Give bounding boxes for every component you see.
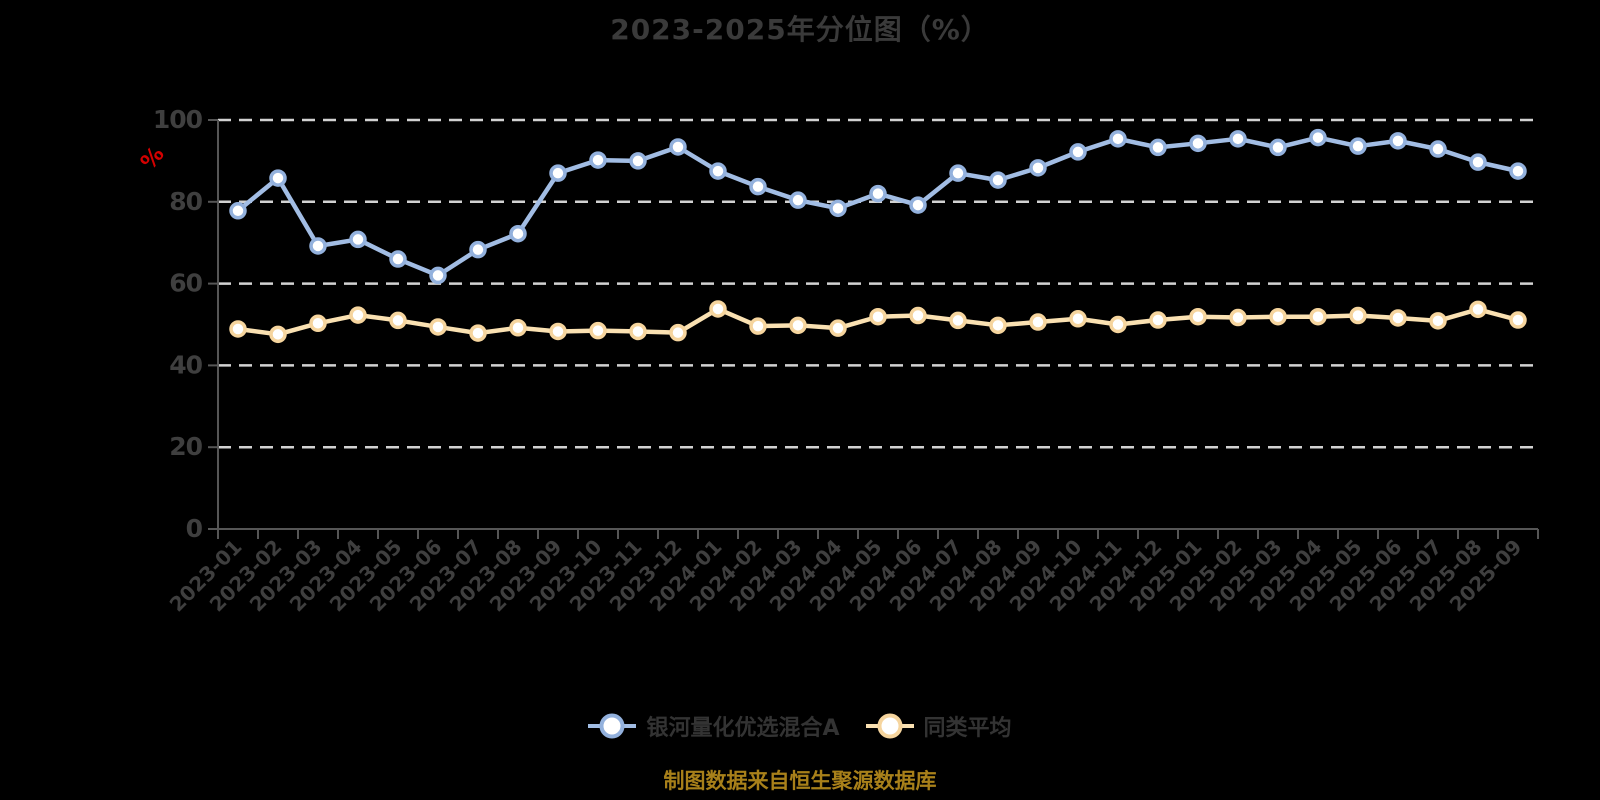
data-point-category-average[interactable] <box>549 322 567 341</box>
data-point-fund[interactable] <box>1349 137 1367 155</box>
data-point-fund[interactable] <box>229 202 247 220</box>
data-point-category-average[interactable] <box>389 311 407 330</box>
data-point-fund[interactable] <box>1469 153 1487 171</box>
series-line-fund <box>235 135 1521 278</box>
data-point-category-average[interactable] <box>269 325 287 344</box>
data-point-fund[interactable] <box>1029 159 1047 177</box>
data-point-fund[interactable] <box>269 169 287 187</box>
data-point-fund[interactable] <box>669 138 687 156</box>
data-point-category-average[interactable] <box>1269 307 1287 326</box>
data-point-fund[interactable] <box>1069 143 1087 161</box>
data-point-fund[interactable] <box>589 151 607 169</box>
data-point-category-average[interactable] <box>829 319 847 337</box>
data-point-category-average[interactable] <box>229 320 247 338</box>
data-point-category-average[interactable] <box>789 316 807 335</box>
data-point-category-average[interactable] <box>1389 309 1407 327</box>
data-point-category-average[interactable] <box>669 323 687 342</box>
data-point-category-average[interactable] <box>1509 311 1527 329</box>
y-tick-label: 80 <box>169 187 202 216</box>
data-point-fund[interactable] <box>629 152 647 170</box>
data-point-category-average[interactable] <box>309 314 327 333</box>
y-tick-label: 40 <box>169 350 202 379</box>
data-point-fund[interactable] <box>509 224 527 243</box>
data-point-fund[interactable] <box>1509 162 1527 180</box>
data-point-category-average[interactable] <box>1349 306 1367 325</box>
data-point-fund[interactable] <box>1229 130 1247 148</box>
chart-title: 2023-2025年分位图（%） <box>610 13 990 46</box>
data-point-fund[interactable] <box>869 184 887 203</box>
data-point-category-average[interactable] <box>709 300 727 318</box>
data-point-fund[interactable] <box>949 164 967 182</box>
y-tick-label: 20 <box>169 432 202 461</box>
y-tick-label: 0 <box>186 514 203 543</box>
data-point-fund[interactable] <box>349 230 367 249</box>
data-point-fund[interactable] <box>429 266 447 285</box>
legend-marker-average-icon <box>865 713 914 739</box>
data-point-category-average[interactable] <box>469 324 487 342</box>
data-point-category-average[interactable] <box>1429 312 1447 330</box>
data-point-category-average[interactable] <box>1229 308 1247 327</box>
data-point-category-average[interactable] <box>1149 311 1167 329</box>
data-point-category-average[interactable] <box>349 306 367 324</box>
chart-legend: 银河量化优选混合A 同类平均 <box>0 710 1600 742</box>
legend-label-category-average: 同类平均 <box>923 716 1012 741</box>
data-point-fund[interactable] <box>549 164 567 182</box>
data-point-fund[interactable] <box>469 240 487 259</box>
data-point-fund[interactable] <box>989 171 1007 189</box>
data-point-category-average[interactable] <box>589 321 607 340</box>
legend-item-category-average[interactable]: 同类平均 <box>865 710 1012 742</box>
data-source-note: 制图数据来自恒生聚源数据库 <box>663 769 937 793</box>
legend-item-fund[interactable]: 银河量化优选混合A <box>588 710 840 742</box>
data-point-category-average[interactable] <box>989 316 1007 335</box>
y-tick-label: 100 <box>153 105 203 134</box>
data-point-fund[interactable] <box>749 177 767 196</box>
data-point-fund[interactable] <box>1389 132 1407 150</box>
data-point-category-average[interactable] <box>1109 315 1127 334</box>
data-point-category-average[interactable] <box>1189 307 1207 326</box>
data-point-fund[interactable] <box>789 191 807 209</box>
data-point-fund[interactable] <box>909 196 927 214</box>
data-point-category-average[interactable] <box>1309 307 1327 326</box>
data-point-fund[interactable] <box>1309 128 1327 147</box>
data-point-category-average[interactable] <box>629 322 647 341</box>
y-tick-label: 60 <box>169 269 202 298</box>
data-point-category-average[interactable] <box>1469 300 1487 319</box>
data-point-fund[interactable] <box>389 250 407 268</box>
data-point-category-average[interactable] <box>429 318 447 336</box>
data-point-fund[interactable] <box>829 199 847 218</box>
data-point-category-average[interactable] <box>909 306 927 325</box>
data-point-fund[interactable] <box>1429 140 1447 158</box>
data-point-category-average[interactable] <box>869 307 887 326</box>
legend-marker-fund-icon <box>588 713 637 739</box>
data-point-category-average[interactable] <box>509 319 527 337</box>
data-point-fund[interactable] <box>709 162 727 180</box>
data-point-category-average[interactable] <box>1069 310 1087 328</box>
data-point-fund[interactable] <box>309 237 327 255</box>
data-point-category-average[interactable] <box>949 311 967 330</box>
data-point-category-average[interactable] <box>1029 313 1047 331</box>
data-point-fund[interactable] <box>1149 138 1167 157</box>
data-point-fund[interactable] <box>1189 134 1207 153</box>
data-point-fund[interactable] <box>1269 138 1287 157</box>
data-point-fund[interactable] <box>1109 130 1127 148</box>
legend-label-fund: 银河量化优选混合A <box>646 716 840 741</box>
data-point-category-average[interactable] <box>749 317 767 335</box>
